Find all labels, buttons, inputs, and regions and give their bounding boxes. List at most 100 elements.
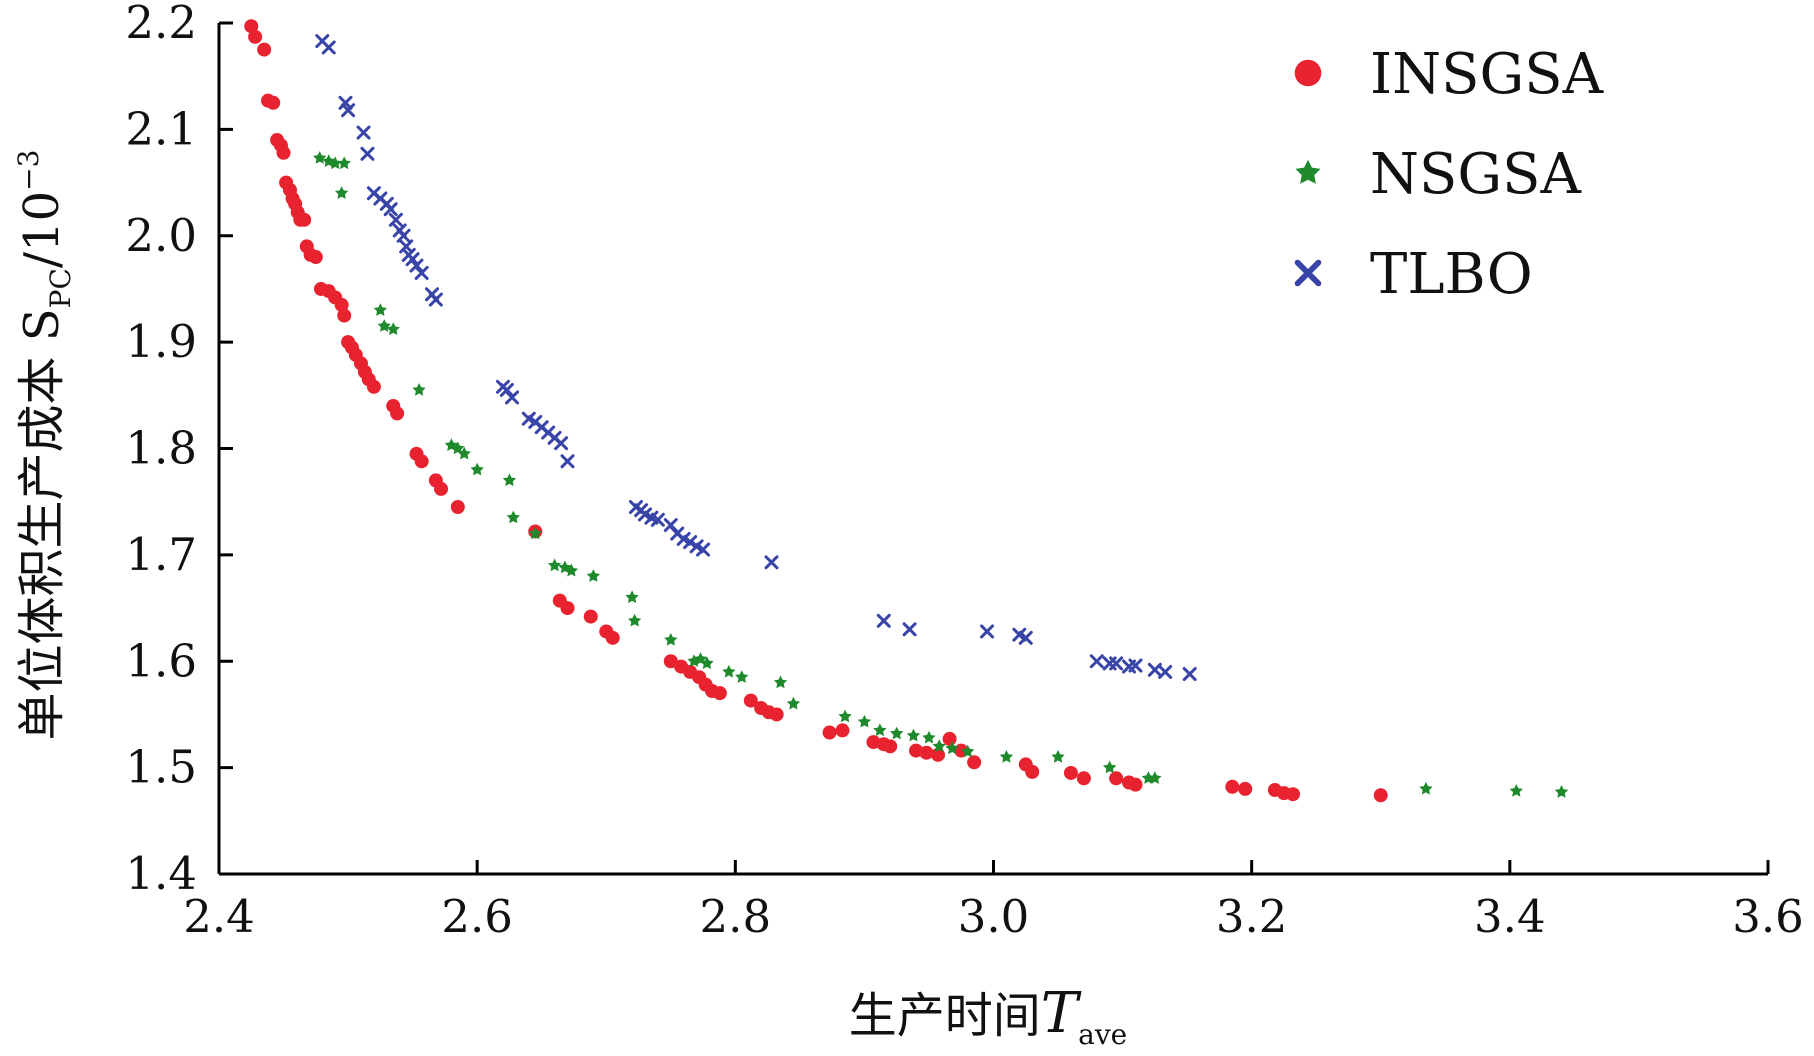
y-tick-label: 1.5 — [125, 741, 197, 794]
insgsa-point — [583, 609, 598, 624]
insgsa-point — [244, 19, 259, 34]
nsgsa-point — [664, 633, 678, 646]
insgsa-point — [560, 601, 575, 616]
nsgsa-point — [586, 569, 600, 582]
insgsa-point — [663, 654, 678, 669]
insgsa-point — [1285, 787, 1300, 802]
insgsa-point — [1025, 764, 1040, 779]
nsgsa-point — [1103, 760, 1117, 774]
nsgsa-point — [628, 613, 642, 627]
x-tick-label: 2.8 — [700, 890, 772, 943]
nsgsa-point — [961, 744, 975, 758]
tlbo-point — [689, 539, 704, 554]
insgsa-point — [1238, 781, 1253, 796]
tlbo-point — [902, 622, 917, 637]
series-insgsa — [244, 19, 1388, 803]
insgsa-point — [248, 29, 263, 44]
nsgsa-point — [313, 151, 327, 164]
tlbo-point — [356, 125, 371, 140]
insgsa-point — [822, 725, 837, 740]
nsgsa-point — [1148, 771, 1162, 784]
nsgsa-point — [999, 750, 1014, 763]
y-tick-label: 2.0 — [125, 209, 197, 262]
x-tick-label: 3.4 — [1474, 890, 1546, 943]
tlbo-point — [405, 252, 420, 267]
y-axis-ticks: 1.4 1.5 1.6 1.7 1.8 1.9 2.0 2.1 2.2 — [125, 0, 233, 900]
tlbo-point — [360, 146, 375, 161]
nsgsa-point — [548, 558, 562, 572]
nsgsa-point — [470, 462, 484, 476]
tlbo-point — [560, 454, 575, 469]
nsgsa-point — [528, 526, 542, 540]
tlbo-point — [554, 436, 569, 451]
insgsa-point — [942, 731, 957, 746]
insgsa-point — [1225, 779, 1240, 794]
y-tick-label: 2.2 — [125, 0, 197, 49]
insgsa-point — [883, 739, 898, 754]
insgsa-point — [276, 145, 291, 160]
tlbo-point — [1109, 656, 1124, 671]
tlbo-point — [383, 202, 398, 217]
insgsa-point — [1076, 771, 1091, 786]
tlbo-point — [1089, 654, 1104, 669]
nsgsa-point — [457, 446, 471, 460]
tlbo-point — [321, 40, 336, 55]
y-axis-title: 单位体积生产成本 SPC/10−3 — [12, 150, 77, 741]
tlbo-point — [338, 95, 353, 110]
tlbo-point — [1128, 658, 1143, 673]
legend-label-tlbo: TLBO — [1370, 242, 1533, 307]
nsgsa-point — [857, 714, 872, 728]
nsgsa-point — [722, 664, 736, 678]
tlbo-point — [388, 212, 403, 227]
nsgsa-point — [335, 186, 349, 199]
nsgsa-point — [564, 563, 579, 577]
tlbo-point — [637, 507, 652, 522]
nsgsa-point — [786, 696, 801, 710]
nsgsa-point — [735, 670, 749, 683]
insgsa-point — [334, 297, 349, 312]
insgsa-point — [414, 454, 429, 469]
insgsa-point — [308, 250, 323, 265]
tlbo-point — [1182, 667, 1197, 682]
nsgsa-point — [1554, 785, 1569, 798]
nsgsa-point — [700, 656, 714, 669]
nsgsa-point — [337, 156, 351, 170]
insgsa-point — [297, 212, 312, 227]
y-tick-label: 1.7 — [125, 528, 197, 581]
tlbo-point — [1018, 630, 1033, 645]
tlbo-point — [980, 624, 995, 639]
insgsa-point — [257, 42, 272, 57]
insgsa-point — [919, 745, 934, 760]
tlbo-point — [1158, 664, 1173, 679]
x-tick-label: 3.0 — [958, 890, 1030, 943]
nsgsa-point — [451, 441, 465, 455]
insgsa-point — [1128, 777, 1143, 792]
nsgsa-point — [625, 590, 639, 604]
tlbo-point — [764, 555, 779, 570]
x-tick-label: 2.4 — [183, 890, 255, 943]
tlbo-point — [876, 613, 891, 628]
y-tick-label: 2.1 — [125, 102, 197, 155]
x-tick-label: 2.6 — [441, 890, 513, 943]
x-axis-title: 生产时间Tave — [849, 981, 1127, 1051]
legend-marker-insgsa — [1294, 59, 1322, 87]
insgsa-point — [450, 500, 465, 515]
insgsa-point — [266, 95, 281, 110]
insgsa-point — [390, 406, 405, 421]
tlbo-point — [683, 535, 698, 550]
y-tick-label: 1.9 — [125, 315, 197, 368]
insgsa-point — [743, 693, 758, 708]
tlbo-point — [499, 382, 514, 397]
insgsa-point — [1373, 788, 1388, 803]
insgsa-point — [337, 308, 352, 323]
nsgsa-point — [373, 303, 387, 316]
tlbo-point — [650, 512, 665, 527]
tlbo-point — [414, 265, 429, 280]
nsgsa-point — [1051, 750, 1065, 763]
nsgsa-point — [932, 739, 946, 752]
tlbo-point — [1012, 627, 1027, 642]
insgsa-point — [605, 630, 620, 645]
legend-marker-nsgsa — [1295, 159, 1321, 184]
series-tlbo — [315, 34, 1197, 682]
